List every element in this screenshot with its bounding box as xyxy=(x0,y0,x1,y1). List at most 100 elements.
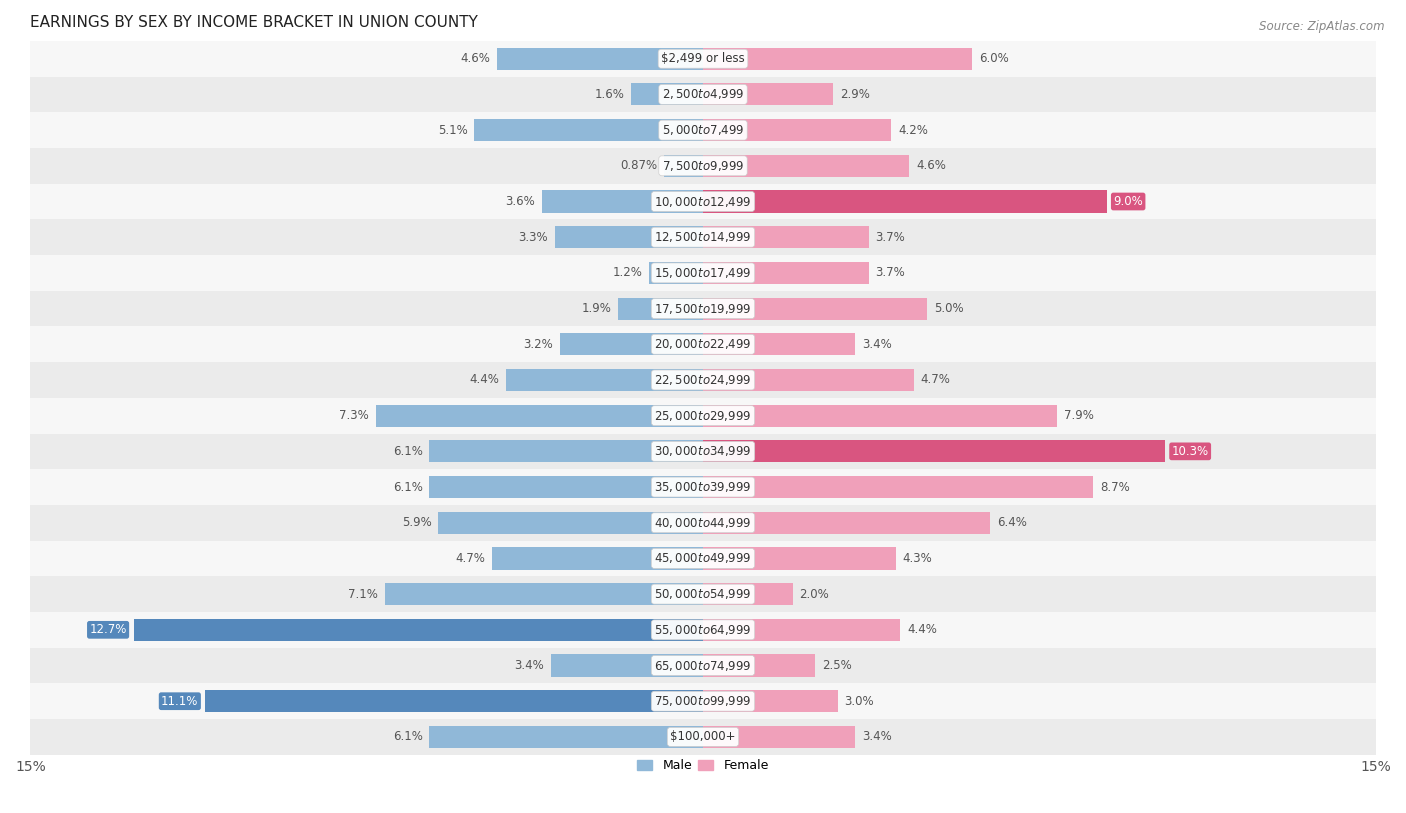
Text: Source: ZipAtlas.com: Source: ZipAtlas.com xyxy=(1260,20,1385,33)
Text: 11.1%: 11.1% xyxy=(162,695,198,707)
Bar xyxy=(703,726,855,748)
Bar xyxy=(703,511,990,534)
Text: $65,000 to $74,999: $65,000 to $74,999 xyxy=(654,659,752,672)
Bar xyxy=(31,719,1375,754)
Text: 3.3%: 3.3% xyxy=(519,231,548,244)
Text: 6.0%: 6.0% xyxy=(979,52,1008,65)
Text: 2.5%: 2.5% xyxy=(823,659,852,672)
Bar xyxy=(703,583,793,605)
Text: 3.7%: 3.7% xyxy=(876,231,905,244)
Bar xyxy=(429,441,703,463)
Text: 4.4%: 4.4% xyxy=(907,624,936,637)
Bar xyxy=(31,41,1375,76)
Bar xyxy=(31,684,1375,719)
Text: 3.4%: 3.4% xyxy=(862,730,891,743)
Bar xyxy=(703,441,1164,463)
Text: $5,000 to $7,499: $5,000 to $7,499 xyxy=(662,123,744,137)
Text: 12.7%: 12.7% xyxy=(90,624,127,637)
Text: $2,499 or less: $2,499 or less xyxy=(661,52,745,65)
Text: $35,000 to $39,999: $35,000 to $39,999 xyxy=(654,480,752,494)
Text: 9.0%: 9.0% xyxy=(1114,195,1143,208)
Text: 8.7%: 8.7% xyxy=(1099,480,1129,493)
Text: $50,000 to $54,999: $50,000 to $54,999 xyxy=(654,587,752,601)
Bar xyxy=(703,476,1092,498)
Text: 4.7%: 4.7% xyxy=(921,373,950,386)
Text: $55,000 to $64,999: $55,000 to $64,999 xyxy=(654,623,752,637)
Bar xyxy=(134,619,703,641)
Bar xyxy=(31,291,1375,327)
Text: $7,500 to $9,999: $7,500 to $9,999 xyxy=(662,159,744,173)
Legend: Male, Female: Male, Female xyxy=(633,754,773,777)
Bar xyxy=(703,154,910,177)
Text: 7.1%: 7.1% xyxy=(349,588,378,601)
Bar xyxy=(31,398,1375,433)
Text: $100,000+: $100,000+ xyxy=(671,730,735,743)
Text: 6.1%: 6.1% xyxy=(392,445,423,458)
Bar xyxy=(31,612,1375,648)
Bar xyxy=(703,119,891,141)
Bar xyxy=(506,369,703,391)
Bar xyxy=(703,226,869,248)
Text: 7.3%: 7.3% xyxy=(339,409,368,422)
Text: $2,500 to $4,999: $2,500 to $4,999 xyxy=(662,88,744,102)
Text: 4.2%: 4.2% xyxy=(898,124,928,137)
Text: $15,000 to $17,499: $15,000 to $17,499 xyxy=(654,266,752,280)
Bar xyxy=(31,327,1375,362)
Text: $25,000 to $29,999: $25,000 to $29,999 xyxy=(654,409,752,423)
Text: 4.6%: 4.6% xyxy=(915,159,946,172)
Bar xyxy=(703,619,900,641)
Text: 6.1%: 6.1% xyxy=(392,480,423,493)
Bar xyxy=(703,333,855,355)
Text: $20,000 to $22,499: $20,000 to $22,499 xyxy=(654,337,752,351)
Bar xyxy=(703,84,832,106)
Bar xyxy=(703,405,1057,427)
Bar xyxy=(650,262,703,284)
Text: 5.0%: 5.0% xyxy=(934,302,963,315)
Text: 3.7%: 3.7% xyxy=(876,267,905,280)
Text: 3.2%: 3.2% xyxy=(523,337,553,350)
Bar xyxy=(31,648,1375,684)
Bar xyxy=(205,690,703,712)
Bar xyxy=(560,333,703,355)
Text: 1.2%: 1.2% xyxy=(613,267,643,280)
Text: 1.6%: 1.6% xyxy=(595,88,624,101)
Bar xyxy=(703,48,972,70)
Bar xyxy=(703,547,896,569)
Text: 10.3%: 10.3% xyxy=(1171,445,1209,458)
Bar xyxy=(617,298,703,320)
Bar xyxy=(555,226,703,248)
Text: $30,000 to $34,999: $30,000 to $34,999 xyxy=(654,445,752,459)
Text: 3.0%: 3.0% xyxy=(844,695,875,707)
Text: 3.6%: 3.6% xyxy=(505,195,534,208)
Text: 1.9%: 1.9% xyxy=(581,302,612,315)
Text: 6.1%: 6.1% xyxy=(392,730,423,743)
Bar xyxy=(31,112,1375,148)
Text: $75,000 to $99,999: $75,000 to $99,999 xyxy=(654,694,752,708)
Bar xyxy=(385,583,703,605)
Bar xyxy=(541,190,703,212)
Text: EARNINGS BY SEX BY INCOME BRACKET IN UNION COUNTY: EARNINGS BY SEX BY INCOME BRACKET IN UNI… xyxy=(31,15,478,30)
Text: 3.4%: 3.4% xyxy=(862,337,891,350)
Bar xyxy=(703,690,838,712)
Bar xyxy=(31,148,1375,184)
Text: 4.7%: 4.7% xyxy=(456,552,485,565)
Bar xyxy=(492,547,703,569)
Text: $17,500 to $19,999: $17,500 to $19,999 xyxy=(654,302,752,315)
Text: 3.4%: 3.4% xyxy=(515,659,544,672)
Text: 4.6%: 4.6% xyxy=(460,52,491,65)
Bar xyxy=(429,726,703,748)
Bar xyxy=(31,362,1375,398)
Bar xyxy=(31,541,1375,576)
Text: 2.9%: 2.9% xyxy=(839,88,870,101)
Bar xyxy=(31,433,1375,469)
Bar xyxy=(375,405,703,427)
Text: $22,500 to $24,999: $22,500 to $24,999 xyxy=(654,373,752,387)
Bar xyxy=(31,505,1375,541)
Bar xyxy=(31,184,1375,220)
Bar xyxy=(703,369,914,391)
Bar xyxy=(703,654,815,676)
Bar xyxy=(439,511,703,534)
Bar xyxy=(31,220,1375,255)
Text: 7.9%: 7.9% xyxy=(1064,409,1094,422)
Text: 0.87%: 0.87% xyxy=(620,159,657,172)
